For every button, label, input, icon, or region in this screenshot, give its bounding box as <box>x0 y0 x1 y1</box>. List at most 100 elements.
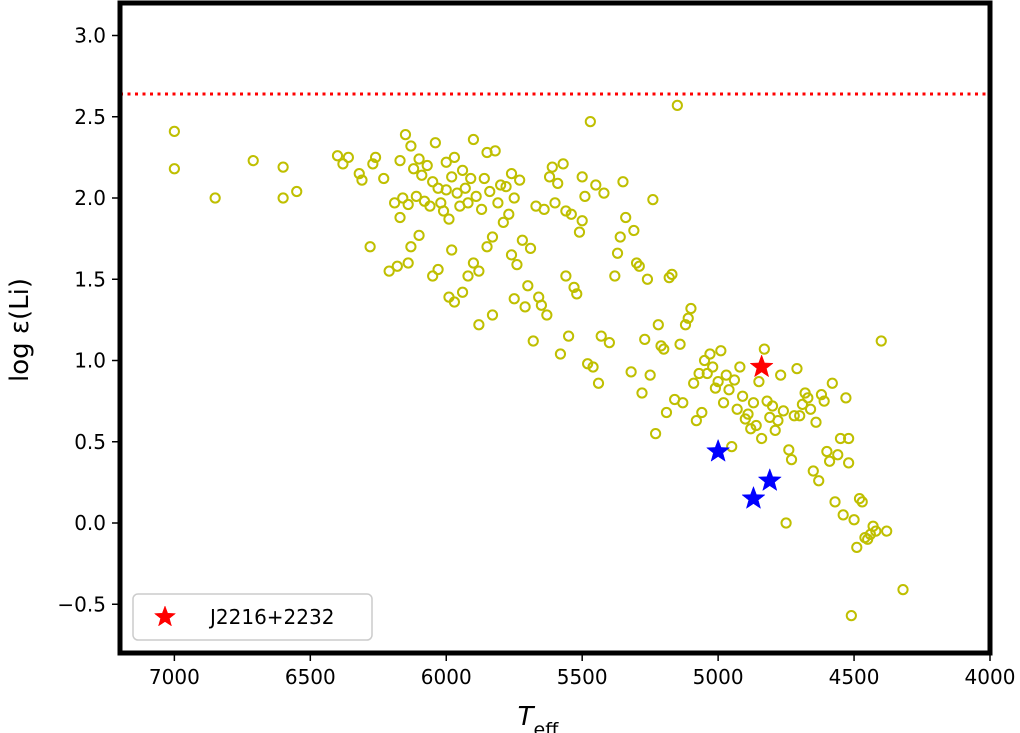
data-point <box>456 164 469 176</box>
data-point <box>775 369 787 381</box>
data-point <box>465 172 477 185</box>
data-point <box>633 260 645 272</box>
data-point <box>788 410 800 422</box>
data-point <box>707 361 719 373</box>
data-point <box>481 241 493 253</box>
x-axis-label: Teff <box>518 702 560 733</box>
data-point <box>853 493 866 505</box>
data-point <box>802 392 814 404</box>
data-point <box>560 205 572 217</box>
data-point <box>443 213 455 225</box>
data-point <box>595 330 607 342</box>
data-point <box>766 400 779 412</box>
y-tick-label: −0.5 <box>57 592 106 616</box>
data-point <box>421 159 433 172</box>
data-point <box>495 179 507 191</box>
data-point <box>677 397 689 409</box>
data-point <box>543 171 556 183</box>
data-point <box>693 367 705 380</box>
data-point <box>682 312 694 324</box>
data-point <box>391 260 403 272</box>
data-point <box>856 496 868 508</box>
data-point <box>837 509 849 521</box>
target-star-point <box>749 354 774 378</box>
data-point <box>573 226 586 238</box>
data-point <box>698 354 711 367</box>
data-point <box>636 387 648 399</box>
data-point <box>446 171 458 183</box>
scatter-points <box>168 99 909 622</box>
data-point <box>660 406 673 419</box>
data-point <box>870 525 882 537</box>
data-point <box>704 348 716 360</box>
data-point <box>609 270 621 282</box>
data-point <box>843 457 855 469</box>
data-point <box>791 363 803 375</box>
data-point <box>639 333 651 345</box>
data-point <box>440 184 452 196</box>
data-point <box>571 288 583 300</box>
y-tick-label: 0.0 <box>74 511 106 535</box>
data-point <box>413 153 425 165</box>
data-point <box>587 361 599 373</box>
data-point <box>630 257 643 269</box>
data-point <box>875 335 887 347</box>
x-tick-label: 7000 <box>149 665 200 689</box>
x-tick-label: 6500 <box>285 665 336 689</box>
data-point <box>785 454 798 466</box>
data-point <box>432 263 444 276</box>
data-point <box>611 247 624 259</box>
data-point <box>745 423 757 435</box>
data-point <box>720 369 732 381</box>
comparison-star-point <box>706 438 731 462</box>
data-point <box>508 293 520 305</box>
data-point <box>473 265 485 277</box>
data-point <box>369 151 382 163</box>
data-point <box>467 133 480 146</box>
data-point <box>446 244 458 256</box>
data-point <box>652 319 664 331</box>
data-point <box>851 541 863 553</box>
data-point <box>549 197 561 209</box>
data-point <box>337 158 349 170</box>
legend: J2216+2232 <box>132 593 373 641</box>
data-point <box>560 270 572 282</box>
data-point <box>843 432 855 445</box>
data-point <box>620 211 632 224</box>
data-point <box>625 366 637 378</box>
data-point <box>712 376 724 388</box>
y-tick-label: 2.5 <box>74 105 106 129</box>
data-point <box>277 192 289 204</box>
data-point <box>649 428 662 440</box>
data-point <box>277 161 289 173</box>
data-point <box>514 174 526 186</box>
data-point <box>590 179 602 191</box>
data-point <box>728 374 741 386</box>
data-point <box>497 216 509 228</box>
data-point <box>617 176 629 188</box>
data-point <box>467 257 480 269</box>
data-point <box>413 229 425 241</box>
data-point <box>756 432 768 445</box>
data-point <box>832 449 844 461</box>
data-point <box>397 192 409 204</box>
data-point <box>598 187 610 199</box>
data-point <box>644 369 656 381</box>
data-point <box>541 309 553 321</box>
data-point <box>394 211 406 224</box>
data-point <box>731 403 743 415</box>
data-point <box>353 168 365 180</box>
data-point <box>845 610 857 622</box>
legend-star-icon <box>153 605 177 627</box>
data-point <box>247 155 259 167</box>
data-point <box>780 517 792 529</box>
data-point <box>794 410 806 422</box>
tick-layer: 7000 6500 6000 5500 5000 4500 4000 −0.5 0.0 0.5 1.… <box>57 24 1015 690</box>
x-tick-label: 4000 <box>965 665 1016 689</box>
data-point <box>747 397 760 409</box>
data-point <box>383 265 395 277</box>
data-point <box>473 319 485 331</box>
data-point <box>437 205 450 217</box>
data-point <box>478 172 490 185</box>
